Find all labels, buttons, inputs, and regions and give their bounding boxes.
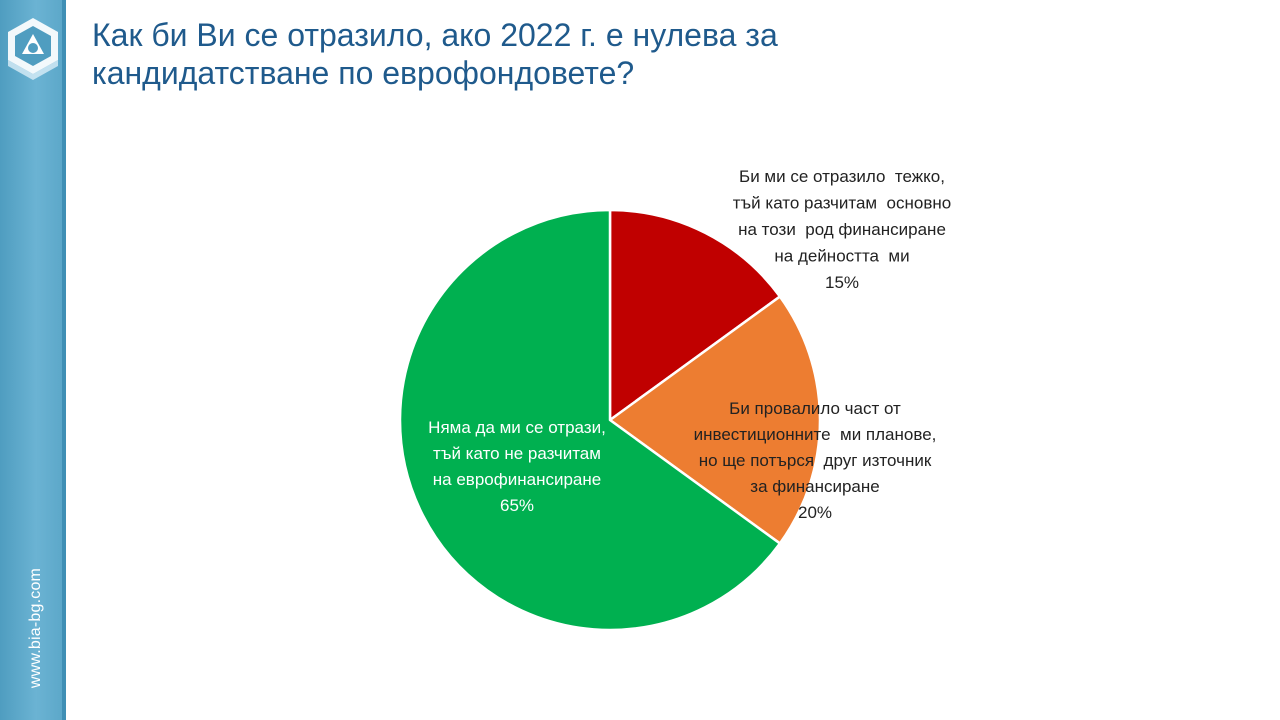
pie-slices: [398, 208, 822, 632]
slice-3-value-label: 65%: [500, 496, 534, 515]
slice-2-value-label: 20%: [798, 503, 832, 522]
slice-3-label-line: Няма да ми се отрази,: [428, 418, 606, 437]
slice-3-label-line: на еврофинансиране: [433, 470, 601, 489]
pie-slice-3: [398, 208, 782, 632]
slice-1-label-line: Би ми се отразило тежко,: [739, 167, 945, 186]
slice-3-label-line: тъй като не разчитам: [433, 444, 601, 463]
pie-slice-1: [608, 208, 782, 422]
page-title: Как би Ви се отразило, ако 2022 г. е нул…: [92, 16, 1192, 92]
sidebar-band: [0, 0, 66, 720]
slice-2-label-line: Би провалило част от: [729, 399, 901, 418]
slice-1-label-line: на този род финансиране: [738, 220, 946, 239]
slice-2-label-line: но ще потърся друг източник: [699, 451, 932, 470]
slice-2-label-line: за финансиране: [750, 477, 879, 496]
title-line-1: Как би Ви се отразило, ако 2022 г. е нул…: [92, 17, 778, 53]
bia-logo: [8, 18, 58, 80]
pie-slice-2: [608, 295, 822, 545]
title-line-2: кандидатстване по еврофондовете?: [92, 55, 635, 91]
sidebar-edge: [62, 0, 66, 720]
pie-labels: Би ми се отразило тежко, тъй като разчита…: [428, 167, 951, 522]
slice-1-label-line: на дейността ми: [774, 247, 909, 266]
slice-2-label-line: инвестиционните ми планове,: [694, 425, 937, 444]
slice-1-value-label: 15%: [825, 273, 859, 292]
slice-1-label-line: тъй като разчитам основно: [733, 194, 951, 213]
